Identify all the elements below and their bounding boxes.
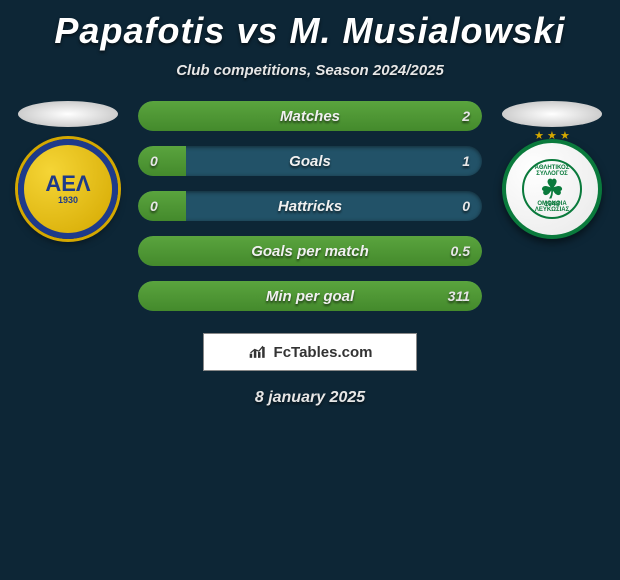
stat-label: Matches [138, 108, 482, 125]
left-team-crest: ΑΕΛ 1930 [18, 139, 118, 239]
stat-row: 0Hattricks0 [138, 191, 482, 221]
date-label: 8 january 2025 [0, 389, 620, 407]
stat-row: 0Goals1 [138, 146, 482, 176]
stat-right-value: 0 [462, 198, 470, 214]
stat-right-value: 1 [462, 153, 470, 169]
page-subtitle: Club competitions, Season 2024/2025 [0, 62, 620, 79]
left-side: ΑΕΛ 1930 [8, 101, 128, 239]
stat-right-value: 2 [462, 108, 470, 124]
left-player-placeholder [18, 101, 118, 127]
comparison-content: ΑΕΛ 1930 Matches20Goals10Hattricks0Goals… [0, 101, 620, 311]
right-crest-arc-text: ΑΘΛΗΤΙΚΟΣ ΣΥΛΛΟΓΟΣ [524, 165, 580, 177]
stat-right-value: 311 [448, 288, 470, 304]
left-crest-text-line: ΑΕΛ [45, 172, 90, 196]
left-crest-year: 1930 [45, 196, 90, 206]
stat-label: Goals per match [138, 243, 482, 260]
right-crest-year: 1948 [544, 201, 560, 208]
right-crest-stars: ★ ★ ★ [506, 129, 598, 142]
branding-box[interactable]: FcTables.com [203, 333, 417, 371]
shamrock-icon: ☘ [540, 176, 563, 202]
stat-row: Min per goal311 [138, 281, 482, 311]
page-title: Papafotis vs M. Musialowski [0, 0, 620, 52]
left-crest-label: ΑΕΛ 1930 [45, 172, 90, 206]
branding-label: FcTables.com [274, 344, 373, 361]
right-team-crest: ★ ★ ★ ΑΘΛΗΤΙΚΟΣ ΣΥΛΛΟΓΟΣ ☘ ΟΜΟΝΟΙΑ ΛΕΥΚΩ… [502, 139, 602, 239]
chart-icon [248, 344, 268, 360]
right-side: ★ ★ ★ ΑΘΛΗΤΙΚΟΣ ΣΥΛΛΟΓΟΣ ☘ ΟΜΟΝΟΙΑ ΛΕΥΚΩ… [492, 101, 612, 239]
stat-right-value: 0.5 [451, 243, 470, 259]
stat-label: Min per goal [138, 288, 482, 305]
right-crest-inner: ΑΘΛΗΤΙΚΟΣ ΣΥΛΛΟΓΟΣ ☘ ΟΜΟΝΟΙΑ ΛΕΥΚΩΣΙΑΣ 1… [522, 159, 582, 219]
stat-row: Goals per match0.5 [138, 236, 482, 266]
stats-column: Matches20Goals10Hattricks0Goals per matc… [138, 101, 482, 311]
right-player-placeholder [502, 101, 602, 127]
stat-row: Matches2 [138, 101, 482, 131]
stat-label: Goals [138, 153, 482, 170]
stat-label: Hattricks [138, 198, 482, 215]
